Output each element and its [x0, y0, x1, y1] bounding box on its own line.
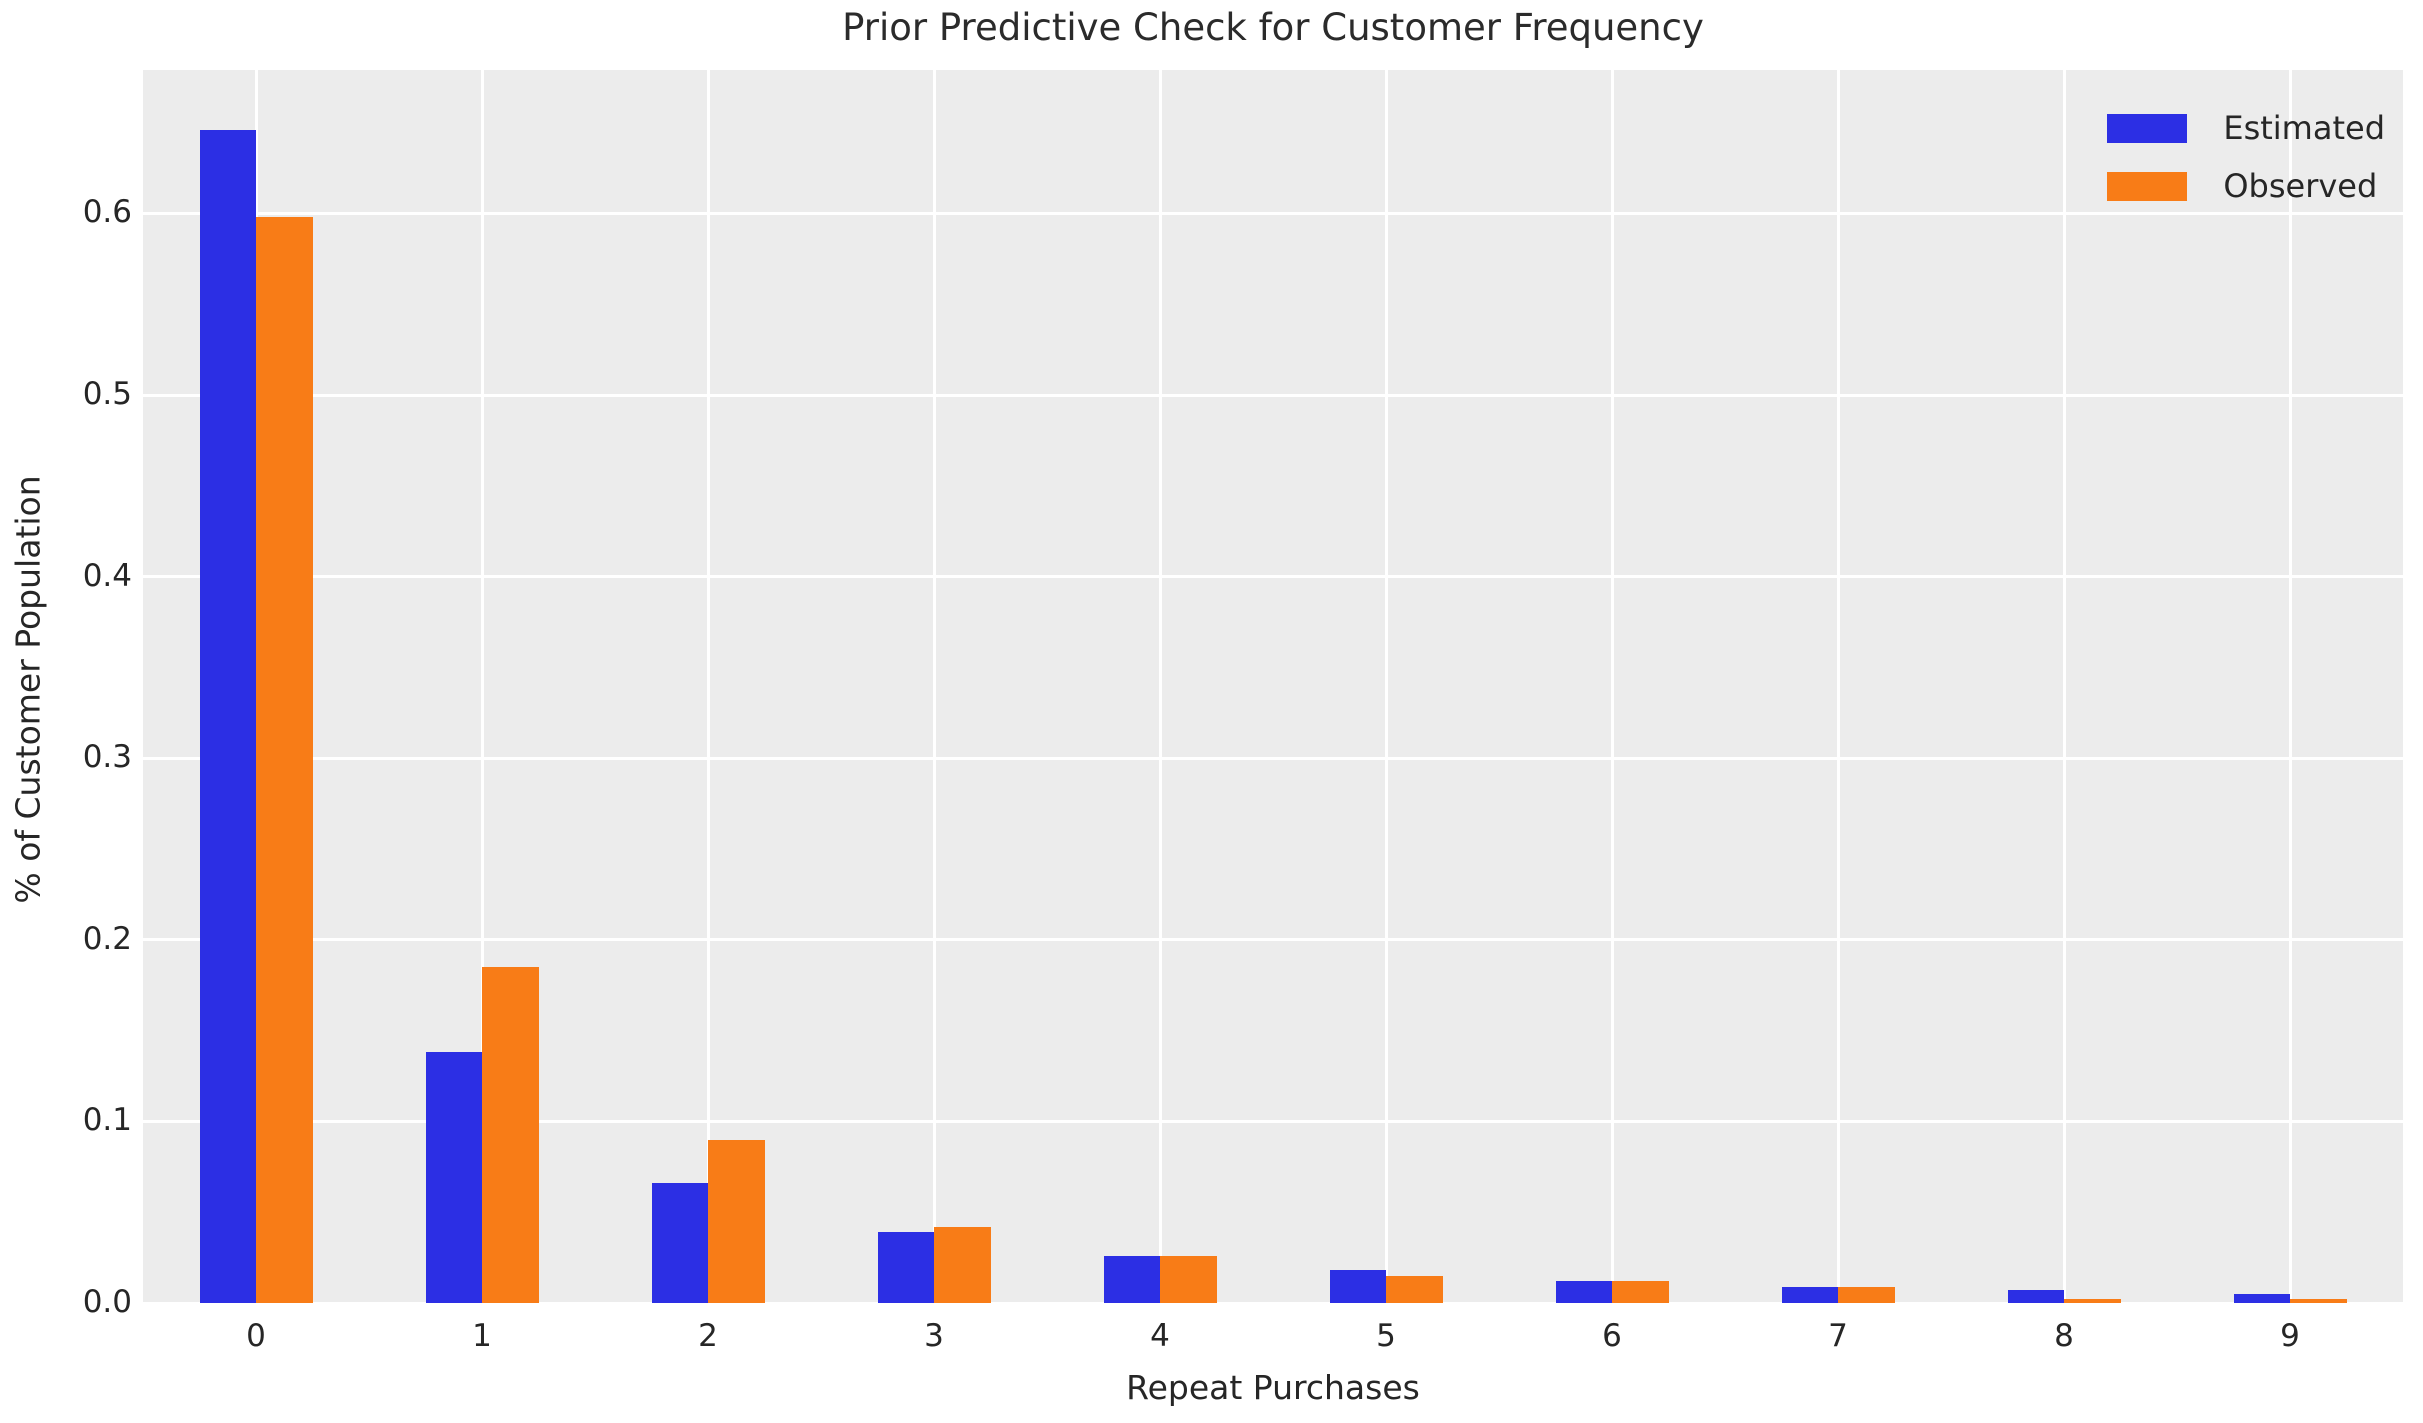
legend-item-estimated: Estimated [2107, 112, 2385, 144]
y-tick-label-0.1: 0.1 [82, 1102, 132, 1139]
bar-estimated-8 [2007, 1290, 2064, 1303]
gridline-vertical-7 [1836, 70, 1840, 1303]
bar-observed-0 [256, 217, 313, 1303]
bar-observed-1 [482, 967, 539, 1303]
x-axis-label: Repeat Purchases [1126, 1368, 1420, 1407]
x-tick-label-7: 7 [1828, 1318, 1848, 1354]
bar-observed-9 [2290, 1299, 2347, 1303]
gridline-horizontal-0.2 [143, 938, 2403, 942]
bar-observed-6 [1612, 1281, 1669, 1303]
plot-area: Estimated Observed [143, 70, 2403, 1305]
x-tick-label-9: 9 [2280, 1318, 2300, 1354]
legend: Estimated Observed [2099, 106, 2393, 208]
y-tick-label-0.2: 0.2 [82, 920, 132, 957]
gridline-vertical-1 [480, 70, 484, 1303]
x-tick-label-3: 3 [924, 1318, 944, 1354]
y-tick-label-0.5: 0.5 [82, 376, 132, 413]
bar-estimated-5 [1329, 1270, 1386, 1303]
x-tick-label-5: 5 [1376, 1318, 1396, 1354]
gridline-horizontal-0.1 [143, 1119, 2403, 1123]
bar-estimated-3 [877, 1232, 934, 1303]
chart-title: Prior Predictive Check for Customer Freq… [842, 6, 1704, 49]
legend-label-estimated: Estimated [2223, 109, 2385, 147]
gridline-vertical-2 [706, 70, 710, 1303]
y-axis-label: % of Customer Population [8, 475, 48, 904]
gridline-vertical-9 [2288, 70, 2292, 1303]
gridline-vertical-6 [1610, 70, 1614, 1303]
bar-observed-2 [708, 1139, 765, 1303]
x-tick-label-2: 2 [698, 1318, 718, 1354]
gridline-horizontal-0.3 [143, 756, 2403, 760]
bar-observed-3 [934, 1226, 991, 1303]
gridline-horizontal-0.6 [143, 211, 2403, 215]
bar-estimated-7 [1781, 1286, 1838, 1303]
y-tick-label-0.0: 0.0 [82, 1284, 132, 1320]
bar-estimated-0 [199, 129, 256, 1303]
bar-observed-5 [1386, 1275, 1443, 1303]
y-tick-label-0.4: 0.4 [82, 557, 132, 594]
bar-observed-7 [1838, 1286, 1895, 1303]
gridline-vertical-5 [1384, 70, 1388, 1303]
legend-label-observed: Observed [2223, 167, 2378, 205]
gridline-horizontal-0.0 [143, 1301, 2403, 1305]
x-tick-label-6: 6 [1602, 1318, 1622, 1354]
x-tick-label-1: 1 [472, 1318, 492, 1354]
gridline-vertical-8 [2062, 70, 2066, 1303]
bar-observed-8 [2064, 1299, 2121, 1303]
gridline-vertical-4 [1158, 70, 1162, 1303]
gridline-vertical-3 [932, 70, 936, 1303]
legend-item-observed: Observed [2107, 170, 2385, 202]
gridline-horizontal-0.5 [143, 393, 2403, 397]
y-tick-label-0.3: 0.3 [82, 739, 132, 776]
y-tick-label-0.6: 0.6 [82, 194, 132, 231]
bar-estimated-1 [425, 1052, 482, 1303]
x-tick-label-0: 0 [246, 1318, 266, 1354]
legend-swatch-observed [2107, 171, 2188, 201]
bar-observed-4 [1160, 1255, 1217, 1303]
x-tick-label-8: 8 [2054, 1318, 2074, 1354]
legend-swatch-estimated [2107, 113, 2188, 143]
bar-estimated-4 [1103, 1255, 1160, 1303]
bar-estimated-6 [1555, 1281, 1612, 1303]
bar-estimated-9 [2233, 1293, 2290, 1303]
bar-estimated-2 [651, 1183, 708, 1303]
x-tick-label-4: 4 [1150, 1318, 1170, 1354]
gridline-horizontal-0.4 [143, 575, 2403, 579]
